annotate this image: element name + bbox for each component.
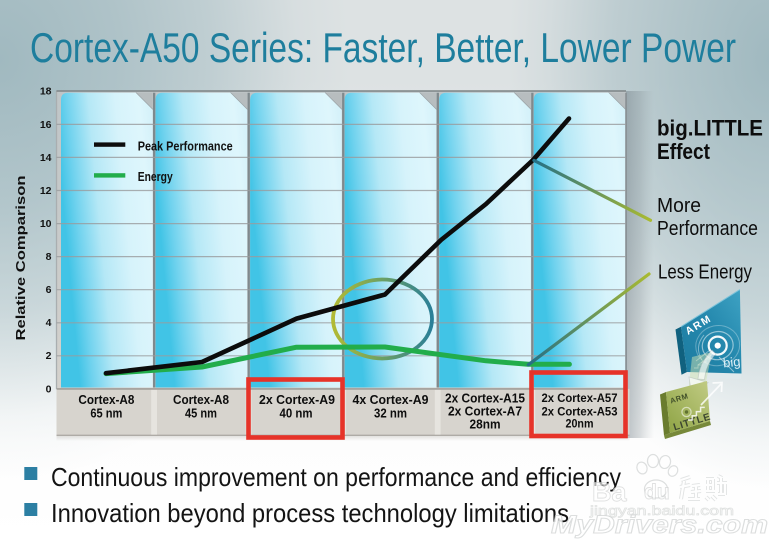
svg-text:2x Cortex-A57: 2x Cortex-A57 bbox=[542, 393, 618, 405]
svg-text:16: 16 bbox=[40, 119, 52, 131]
svg-text:Cortex-A8: Cortex-A8 bbox=[173, 393, 229, 407]
svg-text:20nm: 20nm bbox=[566, 419, 594, 431]
svg-text:8: 8 bbox=[46, 251, 52, 263]
svg-text:Effect: Effect bbox=[657, 139, 711, 164]
svg-text:Innovation beyond process tech: Innovation beyond process technology lim… bbox=[51, 498, 569, 528]
svg-text:jingyan.baidu.com: jingyan.baidu.com bbox=[589, 504, 734, 518]
svg-text:2: 2 bbox=[46, 350, 52, 362]
svg-text:45 nm: 45 nm bbox=[185, 407, 217, 421]
svg-text:18: 18 bbox=[40, 86, 52, 98]
svg-text:14: 14 bbox=[40, 152, 52, 164]
svg-text:Cortex-A50 Series: Faster, Bet: Cortex-A50 Series: Faster, Better, Lower… bbox=[30, 24, 736, 71]
svg-text:More: More bbox=[657, 195, 701, 217]
svg-text:2x Cortex-A15: 2x Cortex-A15 bbox=[445, 392, 525, 406]
svg-text:2x Cortex-A9: 2x Cortex-A9 bbox=[259, 393, 335, 407]
svg-text:28nm: 28nm bbox=[470, 418, 501, 432]
svg-text:Less Energy: Less Energy bbox=[658, 262, 752, 284]
svg-text:MyDrivers.com: MyDrivers.com bbox=[551, 511, 768, 539]
svg-text:Performance: Performance bbox=[657, 218, 758, 240]
svg-text:6: 6 bbox=[46, 284, 52, 296]
svg-text:2x Cortex-A7: 2x Cortex-A7 bbox=[448, 405, 522, 419]
svg-text:40 nm: 40 nm bbox=[280, 407, 313, 421]
svg-text:Energy: Energy bbox=[138, 169, 174, 184]
svg-text:Ba: Ba bbox=[592, 477, 627, 507]
svg-text:4: 4 bbox=[46, 317, 52, 329]
svg-text:4x Cortex-A9: 4x Cortex-A9 bbox=[353, 393, 429, 407]
svg-text:big.LITTLE: big.LITTLE bbox=[657, 116, 763, 141]
svg-text:65 nm: 65 nm bbox=[90, 407, 122, 421]
svg-text:Peak Performance: Peak Performance bbox=[138, 139, 233, 154]
svg-text:32 nm: 32 nm bbox=[374, 407, 407, 421]
svg-text:du: du bbox=[644, 481, 670, 504]
svg-text:big: big bbox=[722, 354, 741, 371]
svg-text:Cortex-A8: Cortex-A8 bbox=[78, 393, 134, 407]
svg-text:Continuous improvement on perf: Continuous improvement on performance an… bbox=[51, 462, 621, 492]
svg-text:2x Cortex-A53: 2x Cortex-A53 bbox=[542, 407, 618, 419]
svg-text:10: 10 bbox=[40, 218, 52, 230]
svg-text:12: 12 bbox=[40, 185, 52, 197]
svg-text:Relative Comparison: Relative Comparison bbox=[14, 176, 28, 341]
svg-text:0: 0 bbox=[46, 383, 52, 395]
